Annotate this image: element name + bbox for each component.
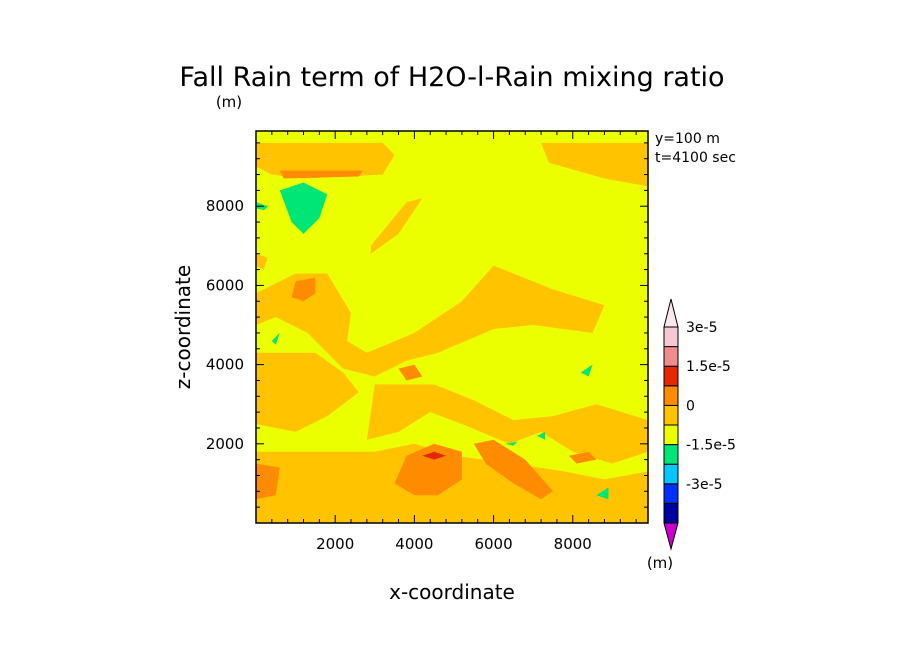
contour-region-green [271,332,280,345]
colorbar-box [663,424,679,446]
contour-region-warm [256,253,268,270]
colorbar-box [663,404,679,426]
colorbar-box [663,502,679,524]
contour-region-orange [279,170,363,179]
contour-regions [256,142,648,523]
contour-region-green [279,182,328,234]
colorbar-box [663,385,679,406]
y-tick-label: 8000 [206,197,244,215]
colorbar-box [663,365,679,387]
contour-region-warm [505,289,549,325]
contour-region-orange [398,364,423,381]
colorbar-min-arrow [663,522,679,551]
colorbar-box [663,463,679,485]
contour-region-orange [473,439,553,500]
axis-ticks: 2000 4000 6000 8000 2000 4000 6000 8000 [206,131,648,553]
colorbar-label: -1.5e-5 [686,438,736,454]
contour-region-warm [256,352,359,432]
y-tick-label: 6000 [206,276,244,294]
x-tick-label: 4000 [395,535,433,553]
colorbar-box [663,346,679,367]
y-tick-label: 4000 [206,356,244,374]
contour-region-orange [394,443,462,496]
x-axis-label: x-coordinate [389,580,515,604]
colorbar-box [663,326,679,348]
colorbar-label: 0 [686,398,695,414]
colorbar-box [663,483,679,504]
contour-region-orange [568,451,597,464]
contour-region-orange [291,277,316,302]
contour-region-warm [256,142,395,179]
colorbar-label: 3e-5 [686,320,717,336]
plot-frame [255,130,649,524]
contour-region-green [537,431,546,440]
colorbar-units: (m) [647,554,673,572]
contour-region-warm [366,384,648,464]
contour-region-warm [370,198,423,254]
annotation-t: t=4100 sec [655,150,736,166]
contour-region-red [422,451,447,460]
colorbar: 3e-5 1.5e-5 0 -1.5e-5 -3e-5 [663,298,736,551]
x-tick-label: 2000 [316,535,354,553]
colorbar-label: 1.5e-5 [686,359,731,375]
colorbar-box [663,444,679,465]
contour-region-green [596,487,609,500]
chart-title: Fall Rain term of H2O-l-Rain mixing rati… [179,62,724,93]
x-tick-label: 8000 [554,535,592,553]
colorbar-label: -3e-5 [686,477,723,493]
y-tick-label: 2000 [206,435,244,453]
y-axis-label: z-coordinate [171,265,195,389]
x-tick-label: 6000 [474,535,512,553]
annotation-y: y=100 m [655,131,720,147]
title-units: (m) [216,93,242,111]
contour-region-warm [541,142,648,187]
colorbar-max-arrow [663,298,679,328]
contour-region-orange [256,463,280,500]
contour-region-green [580,364,593,377]
contour-region-green [505,441,518,446]
